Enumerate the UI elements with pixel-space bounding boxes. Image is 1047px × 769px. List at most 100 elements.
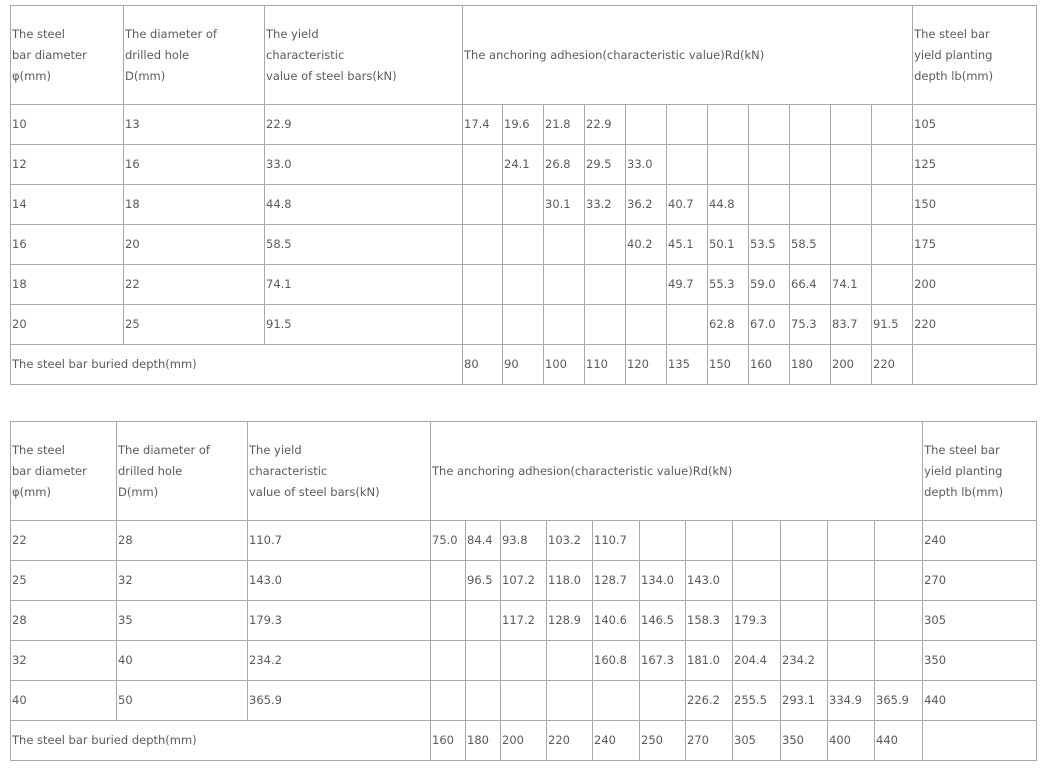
adhesion-cell	[502, 184, 544, 225]
adhesion-cell	[707, 144, 749, 185]
adhesion-cell: 365.9	[873, 680, 924, 721]
adhesion-cell: 22.9	[584, 104, 626, 145]
adhesion-cell	[430, 560, 466, 601]
adhesion-cell	[465, 600, 501, 641]
adhesion-cell: 19.6	[502, 104, 544, 145]
adhesion-cell: 93.8	[500, 520, 547, 561]
adhesion-cell	[430, 680, 466, 721]
empty-cell	[922, 720, 1037, 761]
planting-depth-cell: 270	[922, 560, 1037, 601]
adhesion-cell	[543, 224, 585, 265]
adhesion-cell	[543, 304, 585, 345]
hole-diameter-cell: 32	[116, 560, 248, 601]
adhesion-cell: 17.4	[462, 104, 503, 145]
header-hole-diameter-line: D(mm)	[118, 484, 159, 499]
adhesion-cell: 160.8	[592, 640, 640, 681]
adhesion-cell	[625, 304, 667, 345]
buried-depth-cell: 305	[732, 720, 781, 761]
header-planting-depth: The steel bar yield planting depth lb(mm)	[912, 5, 1037, 105]
buried-depth-cell: 270	[685, 720, 733, 761]
buried-depth-cell: 250	[639, 720, 686, 761]
yield-value-cell: 91.5	[264, 304, 463, 345]
yield-value-cell: 365.9	[247, 680, 431, 721]
adhesion-cell: 36.2	[625, 184, 667, 225]
adhesion-cell	[430, 640, 466, 681]
adhesion-cell	[873, 640, 924, 681]
planting-depth-cell: 200	[912, 264, 1037, 305]
anchoring-table-2: The steel bar diameter φ(mm) The diameter o…	[10, 421, 1037, 761]
planting-depth-cell: 240	[922, 520, 1037, 561]
adhesion-cell	[502, 264, 544, 305]
buried-depth-cell: 180	[789, 344, 831, 385]
header-bar-diameter-line: φ(mm)	[12, 68, 51, 83]
adhesion-cell	[592, 680, 640, 721]
table-row: 32 40 234.2 160.8 167.3 181.0 204.4 234.2 350	[10, 640, 1037, 681]
buried-depth-row: The steel bar buried depth(mm) 80 90 100 110…	[10, 344, 1037, 385]
buried-depth-cell: 120	[625, 344, 667, 385]
adhesion-cell: 75.0	[430, 520, 466, 561]
buried-depth-cell: 200	[830, 344, 872, 385]
adhesion-cell: 53.5	[748, 224, 790, 265]
adhesion-cell: 226.2	[685, 680, 733, 721]
adhesion-cell: 75.3	[789, 304, 831, 345]
header-bar-diameter-line: The steel	[12, 442, 65, 457]
buried-depth-cell: 135	[666, 344, 708, 385]
bar-diameter-cell: 12	[10, 144, 124, 185]
adhesion-cell: 146.5	[639, 600, 686, 641]
adhesion-cell	[870, 144, 914, 185]
adhesion-cell: 55.3	[707, 264, 749, 305]
table-row: 10 13 22.9 17.4 19.6 21.8 22.9 105	[10, 104, 1037, 145]
header-hole-diameter: The diameter of drilled hole D(mm)	[123, 5, 265, 105]
adhesion-cell: 83.7	[830, 304, 872, 345]
hole-diameter-cell: 35	[116, 600, 248, 641]
adhesion-cell: 255.5	[732, 680, 781, 721]
bar-diameter-cell: 40	[10, 680, 117, 721]
adhesion-cell: 334.9	[827, 680, 875, 721]
table-row: 12 16 33.0 24.1 26.8 29.5 33.0 125	[10, 144, 1037, 185]
adhesion-cell	[500, 640, 547, 681]
table-row: 22 28 110.7 75.0 84.4 93.8 103.2 110.7 240	[10, 520, 1037, 561]
adhesion-cell	[748, 184, 790, 225]
adhesion-cell: 66.4	[789, 264, 831, 305]
table-row: 16 20 58.5 40.2 45.1 50.1 53.5 58.5 175	[10, 224, 1037, 265]
header-planting-depth: The steel bar yield planting depth lb(mm)	[922, 421, 1037, 521]
header-planting-depth-line: yield planting	[914, 47, 993, 62]
header-hole-diameter-line: D(mm)	[125, 68, 166, 83]
adhesion-cell: 67.0	[748, 304, 790, 345]
adhesion-cell: 103.2	[546, 520, 593, 561]
header-yield-value: The yield characteristic value of steel ba…	[264, 5, 463, 105]
adhesion-cell	[546, 680, 593, 721]
adhesion-cell	[870, 224, 914, 265]
adhesion-cell: 293.1	[780, 680, 828, 721]
adhesion-cell	[748, 104, 790, 145]
header-yield-value-line: The yield	[249, 442, 302, 457]
yield-value-cell: 22.9	[264, 104, 463, 145]
yield-value-cell: 33.0	[264, 144, 463, 185]
adhesion-cell: 140.6	[592, 600, 640, 641]
buried-depth-cell: 220	[546, 720, 593, 761]
yield-value-cell: 179.3	[247, 600, 431, 641]
adhesion-cell	[546, 640, 593, 681]
bar-diameter-cell: 16	[10, 224, 124, 265]
adhesion-cell	[625, 104, 667, 145]
adhesion-cell	[789, 144, 831, 185]
adhesion-cell: 29.5	[584, 144, 626, 185]
adhesion-cell	[500, 680, 547, 721]
anchoring-table-1: The steel bar diameter φ(mm) The diameter o…	[10, 5, 1037, 385]
adhesion-cell	[666, 144, 708, 185]
header-hole-diameter-line: drilled hole	[125, 47, 190, 62]
adhesion-cell	[827, 520, 875, 561]
buried-depth-cell: 180	[465, 720, 501, 761]
header-row: The steel bar diameter φ(mm) The diameter o…	[10, 5, 1037, 105]
adhesion-cell: 158.3	[685, 600, 733, 641]
planting-depth-cell: 125	[912, 144, 1037, 185]
adhesion-cell	[639, 520, 686, 561]
header-hole-diameter-line: The diameter of	[118, 442, 210, 457]
adhesion-cell	[462, 264, 503, 305]
adhesion-cell	[789, 184, 831, 225]
adhesion-cell: 181.0	[685, 640, 733, 681]
hole-diameter-cell: 22	[123, 264, 265, 305]
adhesion-cell: 118.0	[546, 560, 593, 601]
header-hole-diameter-line: drilled hole	[118, 463, 183, 478]
adhesion-cell	[462, 224, 503, 265]
